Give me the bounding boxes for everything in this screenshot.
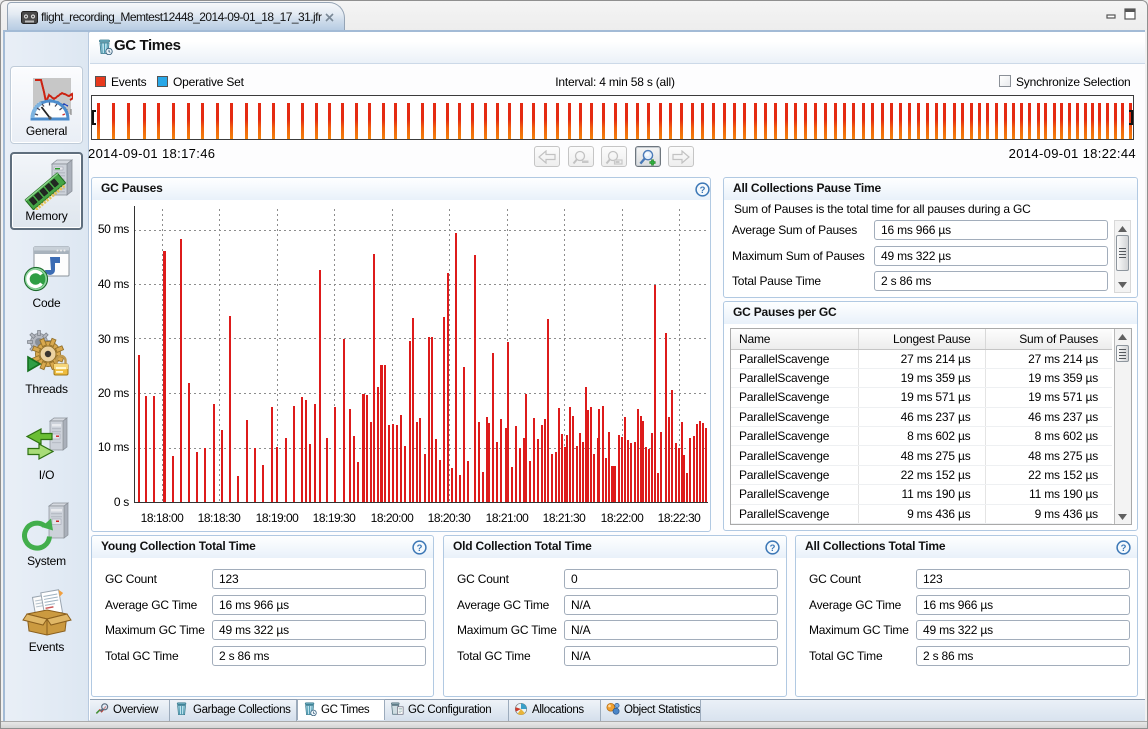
svg-text:?: ? <box>1121 543 1127 554</box>
svg-text:?: ? <box>417 543 423 554</box>
svg-text:?: ? <box>770 543 776 554</box>
svg-text:?: ? <box>700 185 706 196</box>
